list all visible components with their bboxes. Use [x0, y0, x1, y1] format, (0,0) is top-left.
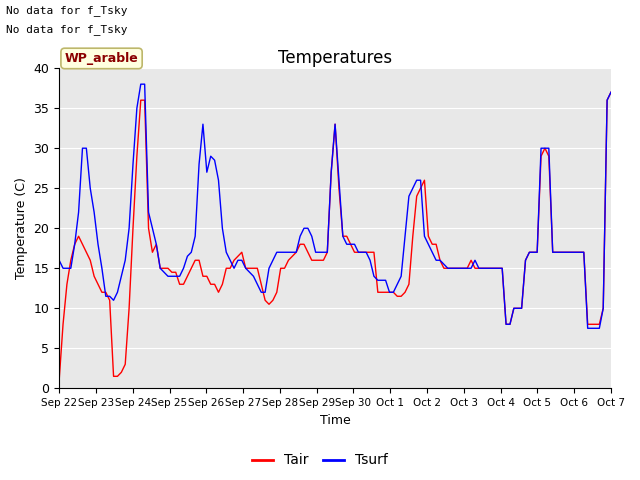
- Tsurf: [304, 225, 312, 231]
- Title: Temperatures: Temperatures: [278, 48, 392, 67]
- Text: No data for f_Tsky: No data for f_Tsky: [6, 24, 128, 35]
- Tsurf: [137, 81, 145, 87]
- Tsurf: [75, 209, 83, 215]
- Tair: [242, 265, 250, 271]
- Tair: [281, 265, 289, 271]
- Tsurf: [607, 89, 615, 95]
- Tsurf: [102, 293, 109, 299]
- Tsurf: [203, 169, 211, 175]
- Tsurf: [55, 257, 63, 263]
- Y-axis label: Temperature (C): Temperature (C): [15, 177, 28, 279]
- Legend: Tair, Tsurf: Tair, Tsurf: [247, 448, 393, 473]
- Tair: [75, 233, 83, 239]
- Line: Tsurf: Tsurf: [59, 84, 611, 328]
- Tair: [199, 274, 207, 279]
- Tair: [55, 377, 63, 383]
- Tair: [102, 289, 109, 295]
- Tsurf: [584, 325, 591, 331]
- X-axis label: Time: Time: [320, 414, 351, 427]
- Line: Tair: Tair: [59, 92, 611, 380]
- Text: WP_arable: WP_arable: [65, 52, 138, 65]
- Tsurf: [285, 250, 292, 255]
- Tair: [607, 89, 615, 95]
- Tair: [300, 241, 308, 247]
- Tsurf: [246, 269, 253, 275]
- Text: No data for f_Tsky: No data for f_Tsky: [6, 5, 128, 16]
